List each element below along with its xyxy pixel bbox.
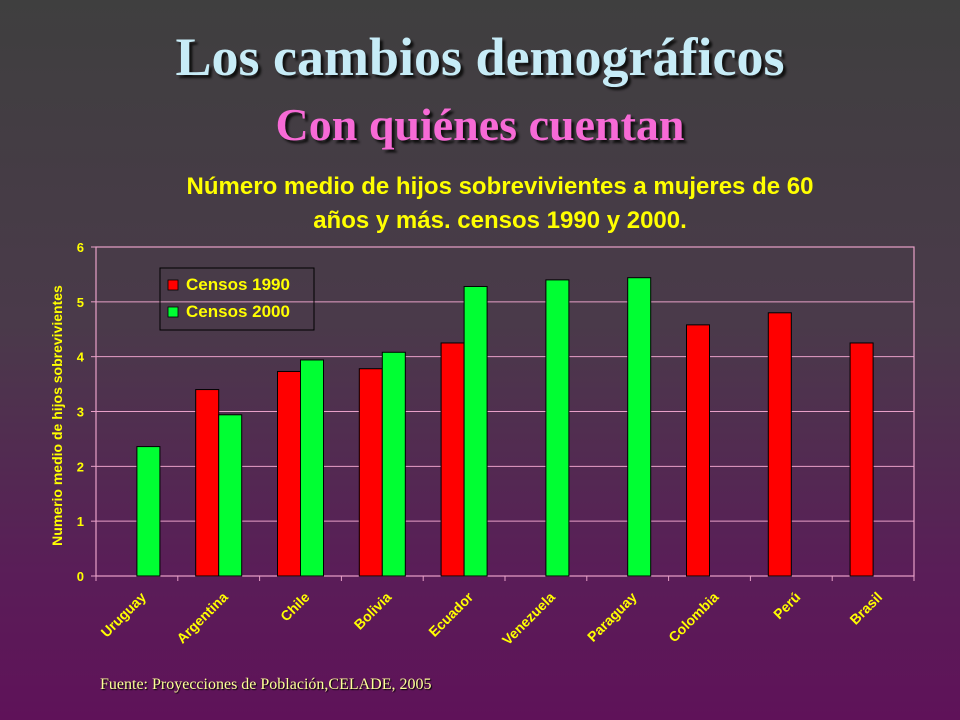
bar-1990-brasil <box>849 342 874 577</box>
y-tick-label: 1 <box>77 514 84 529</box>
y-tick-label: 2 <box>77 459 84 474</box>
x-tick-label: Paraguay <box>584 589 640 645</box>
bar-1990-bolivia <box>358 368 383 577</box>
y-tick-label: 0 <box>77 569 84 584</box>
legend-label-2000: Censos 2000 <box>186 302 290 321</box>
x-tick-label: Uruguay <box>98 589 150 641</box>
bar-2000-uruguay <box>136 446 161 577</box>
x-tick-label: Chile <box>277 589 313 625</box>
source-note: Fuente: Proyecciones de Población,CELADE… <box>100 676 432 693</box>
x-tick-label: Argentina <box>173 589 231 647</box>
bar-2000-bolivia <box>381 351 406 577</box>
legend-swatch-2000 <box>167 306 179 318</box>
x-tick-label: Brasil <box>846 589 885 628</box>
bar-2000-venezuela <box>545 279 570 577</box>
y-tick-label: 4 <box>77 350 85 365</box>
bar-2000-paraguay <box>627 277 652 577</box>
x-tick-label: Perú <box>770 589 803 622</box>
y-tick-label: 3 <box>77 405 84 420</box>
legend-label-1990: Censos 1990 <box>186 275 290 294</box>
y-axis-label: Numerio medio de hijos sobrevivientes <box>49 285 65 546</box>
bar-1990-chile <box>277 370 301 577</box>
chart-title-line-2: años y más. censos 1990 y 2000. <box>313 207 687 234</box>
x-tick-label: Colombia <box>665 589 722 646</box>
chart-title-line-1: Número medio de hijos sobrevivientes a m… <box>186 173 814 200</box>
legend <box>159 267 315 331</box>
bar-2000-chile <box>300 359 324 577</box>
y-tick-label: 6 <box>77 240 84 255</box>
bar-1990-colombia <box>686 324 710 577</box>
y-tick-label: 5 <box>77 295 84 310</box>
legend-swatch-1990 <box>167 279 179 291</box>
slide-subtitle: Con quiénes cuentan <box>275 99 685 150</box>
bar-1990-ecuador <box>440 342 465 577</box>
chart-title: Número medio de hijos sobrevivientes a m… <box>100 170 900 238</box>
bar-2000-argentina <box>218 414 243 577</box>
bar-2000-ecuador <box>463 285 488 577</box>
bar-1990-perú <box>767 312 792 577</box>
x-tick-label: Venezuela <box>499 589 558 648</box>
bar-1990-argentina <box>195 389 220 577</box>
slide-title: Los cambios demográficos <box>175 27 785 87</box>
x-tick-label: Ecuador <box>425 588 476 639</box>
x-tick-label: Bolivia <box>351 589 395 633</box>
